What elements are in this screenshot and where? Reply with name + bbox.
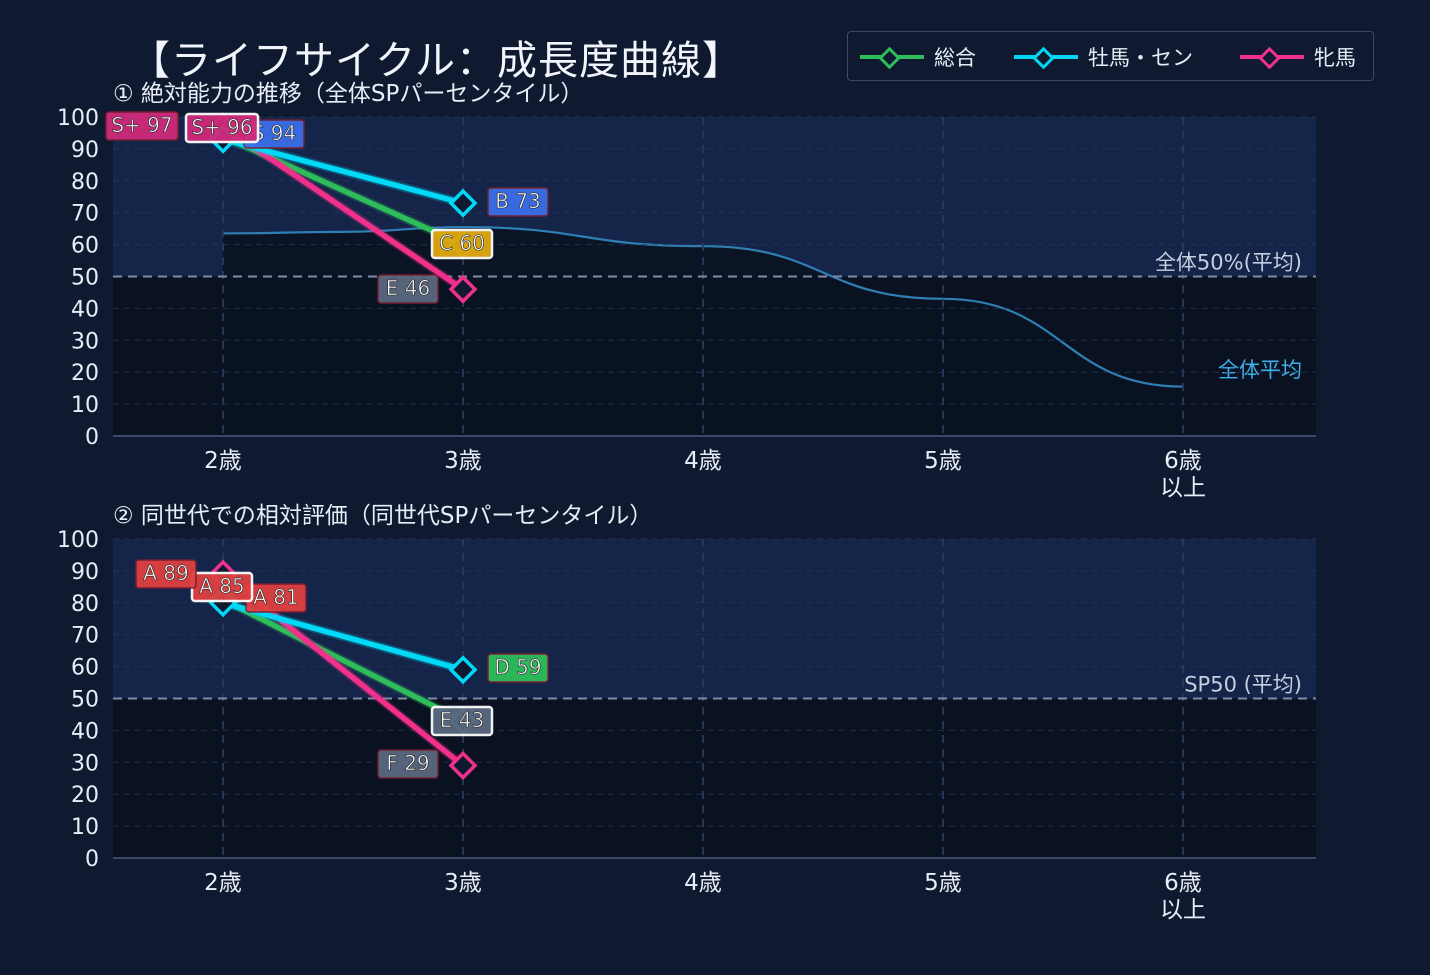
legend-item-female: 牝馬 <box>1240 32 1356 82</box>
x-tick-label-line: 4歳 <box>684 448 722 474</box>
y-tick-label: 70 <box>71 624 99 649</box>
x-tick-label: 4歳 <box>684 870 722 896</box>
x-tick-label-line: 3歳 <box>444 448 482 474</box>
y-tick-label: 0 <box>85 847 99 872</box>
data-label: F 29 <box>386 751 429 775</box>
panel-2: ② 同世代での相対評価（同世代SPパーセンタイル） 0 10 20 30 40 50 60 70… <box>57 503 1316 923</box>
reference-line-label: 全体50%(平均) <box>1155 251 1302 275</box>
data-label: A 85 <box>199 574 245 598</box>
data-label-badge <box>105 111 179 141</box>
x-tick-label: 5歳 <box>924 448 962 474</box>
data-label: D 59 <box>494 655 541 679</box>
y-tick-label: 0 <box>85 425 99 450</box>
x-tick-label-line: 6歳 <box>1164 448 1202 474</box>
y-tick-label: 10 <box>71 815 99 840</box>
legend-label-male: 牡馬・セン <box>1088 46 1193 70</box>
legend-item-male: 牡馬・セン <box>1014 32 1193 82</box>
chart-title: 【ライフサイクル：成長度曲線】 <box>130 38 743 84</box>
y-tick-label: 90 <box>71 560 99 585</box>
series-line-2 <box>220 123 466 293</box>
y-tick-label: 90 <box>71 138 99 163</box>
series-line-0 <box>220 596 466 724</box>
data-label: E 46 <box>386 276 430 300</box>
series-line-1 <box>220 136 466 206</box>
x-tick-label: 2歳 <box>204 870 242 896</box>
data-label: A 81 <box>253 585 299 609</box>
panel-title: ① 絶対能力の推移（全体SPパーセンタイル） <box>113 81 583 107</box>
data-label-badge <box>430 228 494 260</box>
data-label: S+ 96 <box>191 115 252 139</box>
y-tick-label: 80 <box>71 170 99 195</box>
x-tick-label-line: 6歳 <box>1164 870 1202 896</box>
y-tick-label: 70 <box>71 202 99 227</box>
data-label-badge <box>184 112 260 144</box>
x-tick-label-line: 4歳 <box>684 870 722 896</box>
x-tick-label-line: 2歳 <box>204 870 242 896</box>
legend: 総合 牡馬・セン 牝馬 <box>847 31 1374 81</box>
x-tick-label: 6歳以上 <box>1160 870 1206 923</box>
legend-label-female: 牝馬 <box>1314 46 1356 70</box>
y-tick-label: 20 <box>71 361 99 386</box>
data-point-marker <box>448 655 478 685</box>
legend-swatch-male <box>1014 46 1078 69</box>
y-tick-label: 50 <box>71 266 99 291</box>
x-tick-label: 2歳 <box>204 448 242 474</box>
y-tick-label: 80 <box>71 592 99 617</box>
x-tick-label: 4歳 <box>684 448 722 474</box>
data-label-badge <box>377 274 439 304</box>
avg-curve-label: 全体平均 <box>1218 358 1302 382</box>
data-point-marker <box>448 274 478 304</box>
data-label: C 60 <box>439 231 485 255</box>
data-label-badge <box>135 559 197 589</box>
avg-curve <box>222 225 1184 388</box>
legend-swatch-total <box>860 46 924 69</box>
y-tick-label: 100 <box>57 106 99 131</box>
data-point-marker <box>448 751 478 780</box>
data-label-badge <box>487 187 549 217</box>
x-tick-label: 6歳以上 <box>1160 448 1206 501</box>
data-label: B 73 <box>495 189 541 213</box>
y-tick-label: 60 <box>71 656 99 681</box>
data-label: S+ 97 <box>111 113 172 137</box>
legend-item-total: 総合 <box>860 32 976 82</box>
panel-1: ① 絶対能力の推移（全体SPパーセンタイル） 全体平均 0 10 20 30 40 50 60 7… <box>57 81 1316 501</box>
data-point-marker <box>448 188 478 218</box>
data-label: A 89 <box>143 561 189 585</box>
legend-label-total: 総合 <box>934 46 976 70</box>
x-tick-label-line: 以上 <box>1160 897 1206 923</box>
data-label-badge <box>430 705 494 737</box>
y-tick-label: 40 <box>71 297 99 322</box>
data-label-badge <box>377 749 439 779</box>
y-tick-label: 30 <box>71 751 99 776</box>
x-tick-label: 3歳 <box>444 448 482 474</box>
y-tick-label: 20 <box>71 783 99 808</box>
y-tick-label: 100 <box>57 528 99 553</box>
y-tick-label: 10 <box>71 393 99 418</box>
y-tick-label: 30 <box>71 329 99 354</box>
panel-title: ② 同世代での相対評価（同世代SPパーセンタイル） <box>113 503 652 529</box>
data-label: E 43 <box>440 708 484 732</box>
x-tick-label-line: 3歳 <box>444 870 482 896</box>
x-tick-label: 3歳 <box>444 870 482 896</box>
x-tick-label-line: 5歳 <box>924 870 962 896</box>
y-tick-label: 40 <box>71 719 99 744</box>
x-tick-label: 5歳 <box>924 870 962 896</box>
x-tick-label-line: 2歳 <box>204 448 242 474</box>
x-tick-label-line: 以上 <box>1160 475 1206 501</box>
plot-bg-upper <box>113 539 1316 699</box>
plot-bg-lower <box>113 698 1316 858</box>
x-tick-label-line: 5歳 <box>924 448 962 474</box>
y-tick-label: 50 <box>71 688 99 713</box>
series-line-1 <box>220 600 466 673</box>
data-label-badge <box>487 653 549 683</box>
legend-swatch-female <box>1240 46 1304 69</box>
y-tick-label: 60 <box>71 234 99 259</box>
reference-line-label: SP50 (平均) <box>1184 673 1302 697</box>
